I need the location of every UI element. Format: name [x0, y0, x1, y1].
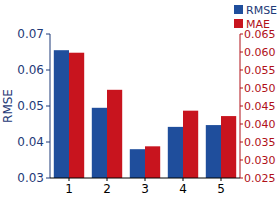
x-tick	[107, 178, 108, 181]
y2-tick	[240, 34, 243, 35]
x-tick	[221, 178, 222, 181]
y2-tick	[240, 106, 243, 107]
bar	[107, 90, 122, 178]
bar	[69, 53, 84, 178]
chart: 0.03 0.04 0.05 0.06 0.07 0.025 0.030 0.035 0.040…	[0, 0, 280, 202]
y2-tick-label: 0.025	[244, 172, 276, 185]
y2-tick	[240, 70, 243, 71]
y2-tick-label: 0.030	[244, 154, 276, 167]
y2-tick-label: 0.035	[244, 136, 276, 149]
y2-tick	[240, 124, 243, 125]
y2-tick-label: 0.060	[244, 46, 276, 59]
y2-tick	[240, 88, 243, 89]
y2-tick	[240, 160, 243, 161]
y-tick-label: 0.03	[17, 171, 44, 185]
x-tick-label: 1	[65, 182, 73, 196]
legend-label: RMSE	[246, 4, 277, 17]
y2-tick-label: 0.050	[244, 82, 276, 95]
y2-tick	[240, 142, 243, 143]
x-tick	[69, 178, 70, 181]
bar	[92, 108, 107, 178]
y-tick	[46, 178, 50, 179]
legend-label: MAE	[246, 18, 270, 31]
y2-tick-label: 0.045	[244, 100, 276, 113]
x-tick-label: 5	[217, 182, 225, 196]
y-tick	[46, 142, 50, 143]
y-tick-label: 0.04	[17, 135, 44, 149]
x-tick	[183, 178, 184, 181]
y-tick-label: 0.06	[17, 63, 44, 77]
bar	[145, 146, 160, 178]
legend-swatch	[234, 19, 243, 28]
x-tick-label: 3	[141, 182, 149, 196]
x-tick-label: 2	[103, 182, 111, 196]
y2-tick-label: 0.040	[244, 118, 276, 131]
x-tick-label: 4	[179, 182, 187, 196]
bar	[206, 125, 221, 178]
y-tick	[46, 106, 50, 107]
bar	[221, 116, 236, 178]
bar	[54, 50, 69, 178]
bar	[130, 149, 145, 178]
y2-tick	[240, 52, 243, 53]
y-tick	[46, 70, 50, 71]
y-tick-label: 0.05	[17, 99, 44, 113]
y-label: RMSE	[1, 89, 15, 123]
bar	[168, 127, 183, 178]
x-tick	[145, 178, 146, 181]
y-tick-label: 0.07	[17, 27, 44, 41]
legend-swatch	[234, 5, 243, 14]
bar	[183, 111, 198, 178]
y2-tick	[240, 178, 243, 179]
bars	[54, 50, 236, 178]
y-tick	[46, 34, 50, 35]
y2-tick-label: 0.055	[244, 64, 276, 77]
